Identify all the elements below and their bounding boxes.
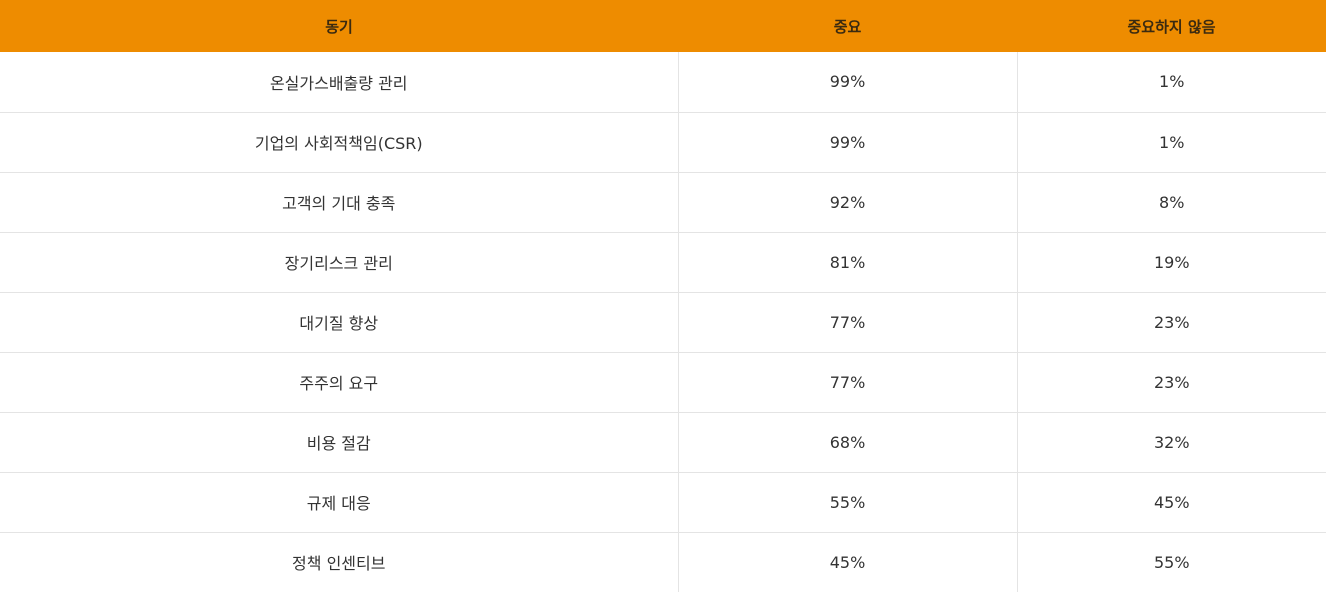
important-cell: 77% <box>678 352 1018 413</box>
not-important-cell: 32% <box>1017 412 1326 473</box>
important-cell: 77% <box>678 292 1018 353</box>
table-row: 대기질 향상 77% 23% <box>0 292 1326 353</box>
important-cell: 92% <box>678 172 1018 233</box>
header-motivation: 동기 <box>325 17 353 36</box>
not-important-cell: 55% <box>1153 552 1190 572</box>
table-row: 고객의 기대 충족 92% 8% <box>0 172 1326 233</box>
motivation-cell: 정책 인센티브 <box>0 532 679 592</box>
table-row: 장기리스크 관리 81% 19% <box>0 232 1326 293</box>
motivation-cell: 장기리스크 관리 <box>0 232 679 293</box>
motivation-cell: 규제 대응 <box>0 472 679 533</box>
motivation-cell: 비용 절감 <box>0 412 679 473</box>
table-row: 규제 대응 55% 45% <box>0 472 1326 533</box>
table-row: 온실가스배출량 관리 99% 1% <box>0 52 1326 113</box>
motivation-cell: 온실가스배출량 관리 <box>0 52 679 113</box>
header-not-important: 중요하지 않음 <box>1127 17 1216 36</box>
table-header: 동기 중요 중요하지 않음 <box>0 0 1326 52</box>
important-cell: 55% <box>678 472 1018 533</box>
not-important-cell: 23% <box>1017 292 1326 353</box>
table-row: 주주의 요구 77% 23% <box>0 352 1326 413</box>
motivation-cell: 기업의 사회적책임(CSR) <box>0 112 679 173</box>
not-important-cell: 1% <box>1017 52 1326 113</box>
motivation-cell: 주주의 요구 <box>0 352 679 413</box>
header-row: 동기 중요 중요하지 않음 <box>0 0 1326 52</box>
header-important: 중요 <box>833 17 862 36</box>
not-important-cell: 1% <box>1017 112 1326 173</box>
not-important-cell: 23% <box>1017 352 1326 413</box>
motivation-cell: 고객의 기대 충족 <box>0 172 679 233</box>
important-cell: 68% <box>678 412 1018 473</box>
important-cell: 81% <box>678 232 1018 293</box>
table-row: 비용 절감 68% 32% <box>0 412 1326 473</box>
table-row: 정책 인센티브 45% 55% <box>0 532 1326 592</box>
motivation-cell: 대기질 향상 <box>0 292 679 353</box>
table-row: 기업의 사회적책임(CSR) 99% 1% <box>0 112 1326 173</box>
table-body: 온실가스배출량 관리 99% 1% 기업의 사회적책임(CSR) 99% 1% … <box>0 52 1326 592</box>
not-important-cell: 19% <box>1017 232 1326 293</box>
not-important-cell: 45% <box>1017 472 1326 533</box>
important-cell: 99% <box>678 52 1018 113</box>
important-cell: 45% <box>678 532 1018 592</box>
not-important-cell: 8% <box>1017 172 1326 233</box>
important-cell: 99% <box>678 112 1018 173</box>
